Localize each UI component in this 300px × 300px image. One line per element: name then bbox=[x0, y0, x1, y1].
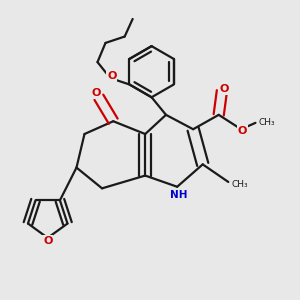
Text: CH₃: CH₃ bbox=[232, 180, 248, 189]
Text: O: O bbox=[220, 84, 229, 94]
Text: O: O bbox=[238, 126, 247, 136]
Text: O: O bbox=[92, 88, 101, 98]
Text: O: O bbox=[43, 236, 52, 246]
Text: CH₃: CH₃ bbox=[259, 118, 275, 127]
Text: O: O bbox=[107, 71, 117, 82]
Text: NH: NH bbox=[170, 190, 188, 200]
